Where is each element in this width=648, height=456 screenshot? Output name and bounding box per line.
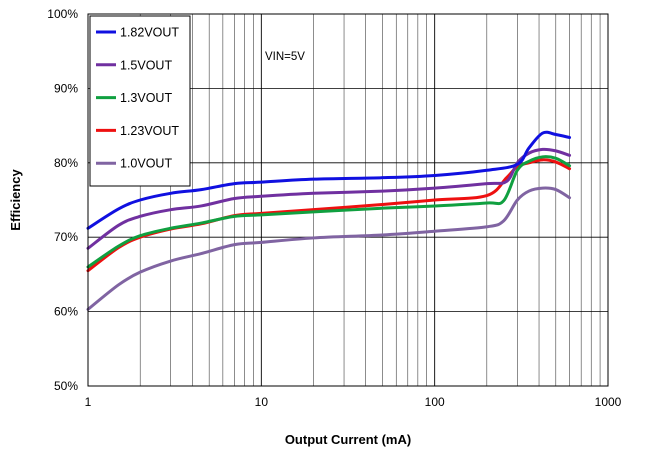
legend-label: 1.3VOUT	[120, 91, 172, 105]
x-tick-label: 1000	[595, 395, 622, 409]
legend-label: 1.0VOUT	[120, 157, 172, 171]
legend-box	[89, 15, 191, 187]
y-tick-label: 70%	[54, 230, 78, 244]
series-line-1-3vout	[86, 155, 572, 269]
series-line-1-0vout	[86, 186, 572, 311]
y-tick-label: 50%	[54, 379, 78, 393]
series-line-1-5vout	[86, 147, 572, 250]
y-tick-label: 60%	[54, 305, 78, 319]
plot-border	[87, 13, 609, 387]
legend-label: 1.82VOUT	[120, 26, 179, 40]
vin-annotation: VIN=5V	[265, 51, 305, 63]
y-tick-label: 90%	[54, 81, 78, 95]
x-tick-label: 1	[85, 395, 92, 409]
series-lines	[86, 130, 572, 311]
tick-labels: 1 10 100 1000 50% 60% 70% 80% 90% 100%	[47, 7, 621, 409]
y-axis-label: Efficiency	[8, 169, 23, 231]
y-tick-label: 80%	[54, 156, 78, 170]
x-tick-label: 100	[425, 395, 445, 409]
legend-label: 1.23VOUT	[120, 124, 179, 138]
x-tick-label: 10	[255, 395, 269, 409]
series-line-1-82vout	[86, 130, 572, 230]
x-axis-label: Output Current (mA)	[285, 432, 411, 447]
legend: 1.82VOUT 1.5VOUT 1.3VOUT 1.23VOUT 1.0VOUT	[89, 15, 191, 187]
legend-label: 1.5VOUT	[120, 58, 172, 72]
y-tick-label: 100%	[47, 7, 78, 21]
